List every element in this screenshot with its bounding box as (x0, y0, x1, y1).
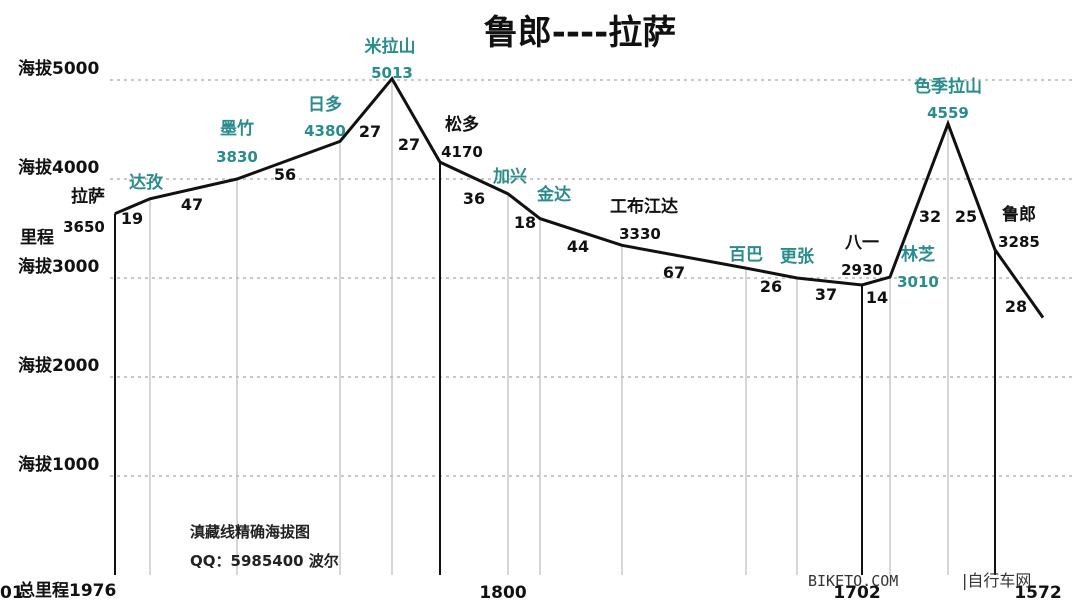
segment-label: 56 (274, 165, 296, 184)
chart-note-title: 滇藏线精确海拔图 (190, 523, 310, 541)
station-name: 达孜 (129, 172, 164, 193)
segment-label: 32 (919, 207, 941, 226)
x-mileage-label: 1501 (0, 583, 24, 603)
station-name: 拉萨 (71, 186, 105, 207)
elevation-profile-line (114, 76, 1045, 319)
segment-label: 27 (398, 135, 420, 154)
y-tick-label: 海拔2000 (18, 355, 99, 376)
segment-label: 67 (663, 263, 685, 282)
segment-label: 14 (866, 288, 888, 307)
segment-label: 19 (121, 209, 143, 228)
station-elevation: 3010 (897, 273, 939, 291)
station-elevation: 4380 (304, 122, 346, 140)
station-name: 鲁郎 (1002, 204, 1036, 225)
station-name: 八一 (845, 233, 879, 253)
station-elevation: 4170 (441, 143, 483, 161)
station-name: 加兴 (492, 167, 527, 187)
x-axis-start-label: 总里程1976 (18, 580, 116, 601)
x-mileage-label: 1800 (479, 583, 526, 603)
segment-label: 26 (760, 277, 782, 296)
segment-distance-labels: 19 47 56 27 27 36 18 44 67 26 37 14 32 25 28 (121, 122, 1027, 316)
segment-label: 44 (567, 237, 589, 256)
station-name: 林芝 (901, 244, 935, 265)
watermark-site: |自行车网 (962, 571, 1031, 590)
station-name: 松多 (445, 114, 479, 135)
station-elevation: 3330 (619, 225, 661, 243)
y-axis-extra-label: 里程 (20, 228, 54, 248)
station-elevation: 3830 (216, 148, 258, 166)
y-tick-label: 海拔4000 (18, 157, 99, 178)
station-elevation: 4559 (927, 104, 969, 122)
chart-note-contact: QQ：5985400 波尔 (190, 552, 339, 570)
segment-label: 37 (815, 285, 837, 304)
watermark-brand: BIKETO.COM (808, 572, 898, 590)
station-name: 日多 (308, 94, 342, 115)
segment-label: 47 (181, 195, 203, 214)
chart-title: 鲁郎----拉萨 (484, 13, 676, 53)
segment-label: 27 (359, 122, 381, 141)
station-name: 金达 (536, 184, 571, 205)
y-tick-label: 海拔1000 (18, 454, 99, 475)
x-axis-mileage-labels: 1800 1702 1572 1501 (0, 583, 1062, 603)
y-tick-label: 海拔3000 (18, 256, 99, 277)
station-elevation: 5013 (371, 64, 413, 82)
station-labels: 拉萨 3650 达孜 墨竹 3830 日多 4380 米拉山 5013 松多 4170 加兴金达工布江… (63, 36, 1040, 291)
station-name: 更张 (780, 247, 815, 267)
station-verticals (114, 78, 996, 575)
station-elevation: 3650 (63, 218, 105, 236)
y-tick-label: 海拔5000 (18, 58, 99, 79)
segment-label: 36 (463, 189, 485, 208)
station-name: 工布江达 (610, 196, 678, 217)
x-mileage-label: 1572 (1014, 583, 1061, 603)
x-mileage-label: 1702 (833, 583, 880, 603)
station-name: 墨竹 (220, 118, 254, 139)
y-axis-labels: 海拔5000 海拔4000 海拔3000 海拔2000 海拔1000 (18, 58, 99, 475)
segment-label: 18 (514, 213, 536, 232)
station-name: 色季拉山 (914, 76, 982, 97)
station-elevation: 2930 (841, 261, 883, 279)
segment-label: 28 (1005, 297, 1027, 316)
station-name: 米拉山 (365, 36, 416, 57)
station-elevation: 3285 (998, 233, 1040, 251)
segment-label: 25 (955, 207, 977, 226)
station-name: 百巴 (729, 245, 763, 265)
